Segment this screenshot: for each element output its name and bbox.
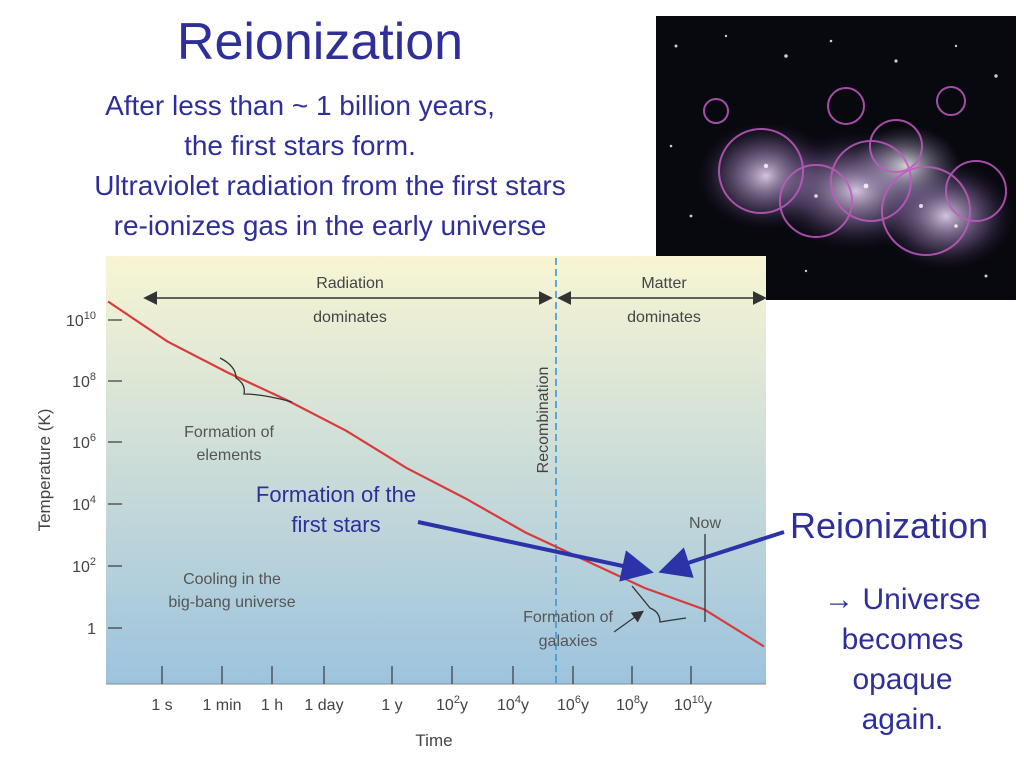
x-tick-label-1min: 1 min xyxy=(202,697,241,714)
callout-line-2: becomes xyxy=(841,623,964,656)
y-tick-label-1e6: 106 xyxy=(72,432,96,452)
recombination-label: Recombination xyxy=(535,367,552,474)
x-tick-label-1y: 1 y xyxy=(381,697,402,714)
subtitle-line-2: the first stars form. xyxy=(184,130,416,161)
first-stars-label-line-1: Formation of the xyxy=(256,482,416,507)
first-stars-arrow xyxy=(417,520,654,582)
y-tick-label-1e4: 104 xyxy=(72,494,96,514)
reionization-arrow xyxy=(658,530,785,578)
x-tick-label-1e2y: 102y xyxy=(436,694,468,714)
nebula-image xyxy=(656,16,1016,300)
subtitle-first-stars: After less than ~ 1 billion years, the f… xyxy=(40,86,560,166)
now-label: Now xyxy=(689,515,721,532)
x-tick-label-1day: 1 day xyxy=(304,697,343,714)
universe-opaque-callout: → Universe becomes opaque again. xyxy=(800,580,1005,740)
subtitle-line-1: After less than ~ 1 billion years, xyxy=(105,90,495,121)
x-tick-label-1e10y: 1010y xyxy=(674,694,712,714)
x-tick-label-1e4y: 104y xyxy=(497,694,529,714)
y-tick-label-1e2: 102 xyxy=(72,556,96,576)
nebula-illustration xyxy=(656,16,1016,300)
y-tick-label-1: 1 xyxy=(87,621,96,638)
galaxies-label-line-1: Formation of xyxy=(523,609,613,626)
subtitle-uv-radiation: Ultraviolet radiation from the first sta… xyxy=(20,166,640,246)
slide-title: Reionization xyxy=(176,13,464,71)
galaxies-arrow xyxy=(613,610,644,633)
x-tick-label-1h: 1 h xyxy=(261,697,283,714)
matter-dominates-label: dominates xyxy=(627,309,701,326)
x-tick-label-1e8y: 108y xyxy=(616,694,648,714)
callout-line-1: → Universe xyxy=(824,583,981,616)
galaxies-label-line-2: galaxies xyxy=(539,633,598,650)
cooling-label-line-2: big-bang universe xyxy=(168,594,295,611)
callout-line-3: opaque xyxy=(852,663,953,696)
elements-brace xyxy=(219,357,293,403)
subtitle2-line-2: re-ionizes gas in the early universe xyxy=(113,210,547,241)
reionization-callout: Reionization xyxy=(790,505,989,546)
elements-label-line-2: elements xyxy=(197,447,262,464)
x-axis: 1 s 1 min 1 h 1 day 1 y 102y 104y 106y 1… xyxy=(151,666,712,750)
first-stars-label-line-2: first stars xyxy=(291,512,380,537)
galaxies-brace xyxy=(631,585,687,623)
y-tick-label-1e10: 1010 xyxy=(66,310,96,330)
x-tick-label-1e6y: 106y xyxy=(557,694,589,714)
x-tick-label-1s: 1 s xyxy=(151,697,172,714)
subtitle2-line-1: Ultraviolet radiation from the first sta… xyxy=(94,170,566,201)
callout-line-4: again. xyxy=(861,703,944,736)
elements-label-line-1: Formation of xyxy=(184,424,274,441)
cooling-label-line-1: Cooling in the xyxy=(183,571,281,588)
y-tick-label-1e8: 108 xyxy=(72,371,96,391)
temperature-curve xyxy=(107,300,765,648)
radiation-dominates-label: dominates xyxy=(313,309,387,326)
x-axis-title: Time xyxy=(415,731,452,750)
y-axis: 1010 108 106 104 102 1 Temperature (K) xyxy=(35,310,122,638)
radiation-label: Radiation xyxy=(316,275,384,292)
y-axis-title: Temperature (K) xyxy=(35,409,54,532)
x-axis-band xyxy=(106,684,766,768)
matter-label: Matter xyxy=(641,275,687,292)
